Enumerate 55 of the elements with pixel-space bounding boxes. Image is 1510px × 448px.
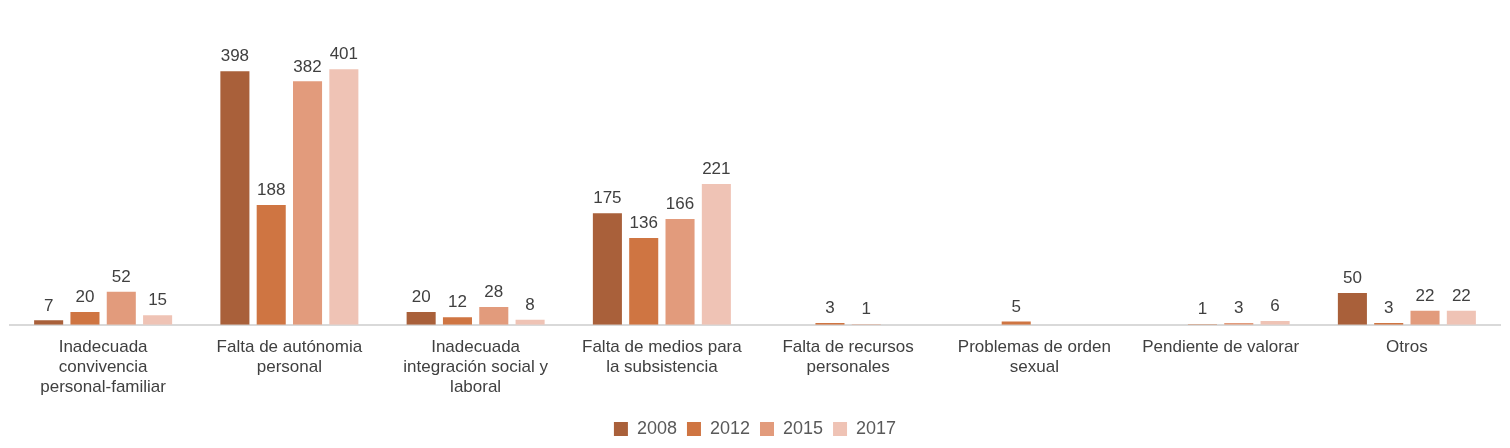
data-label: 166 [665, 194, 695, 214]
x-tick-label: Problemas de orden sexual [957, 336, 1111, 377]
data-label: 1 [861, 299, 872, 319]
bar [106, 291, 136, 325]
data-label: 1 [1197, 299, 1208, 319]
bar [329, 69, 359, 325]
data-label: 6 [1270, 296, 1280, 316]
bar [293, 81, 323, 325]
data-label: 20 [411, 287, 431, 307]
bar [70, 312, 100, 325]
data-label: 398 [220, 46, 250, 66]
data-label: 50 [1342, 268, 1362, 288]
data-label: 52 [111, 266, 131, 286]
data-label: 3 [1234, 298, 1244, 318]
x-tick-label: Inadecuada convivencia personal-familiar [40, 336, 167, 397]
data-label: 3 [1383, 298, 1394, 318]
data-label: 5 [1011, 296, 1021, 316]
x-tick-label: Inadecuada integración social y laboral [403, 336, 549, 397]
data-label: 188 [257, 180, 286, 200]
bar [1446, 310, 1476, 325]
data-label: 3 [825, 298, 835, 318]
bar [665, 219, 695, 325]
legend-label: 2017 [856, 417, 897, 438]
data-label: 175 [593, 188, 622, 208]
x-tick-label: Falta de autónomia personal [216, 336, 363, 377]
bar [406, 312, 436, 325]
data-label: 15 [148, 290, 168, 310]
bar [479, 306, 509, 325]
bar [220, 71, 250, 325]
data-label: 8 [525, 294, 535, 314]
legend-label: 2008 [636, 417, 677, 438]
bar [592, 213, 622, 325]
data-label: 136 [629, 213, 658, 233]
data-label: 22 [1415, 285, 1435, 305]
x-tick-label: Otros [1386, 336, 1428, 356]
bar [143, 315, 173, 325]
data-label: 401 [329, 44, 359, 64]
x-tick-label: Falta de recursos personales [782, 336, 914, 377]
data-label: 28 [484, 282, 504, 302]
data-label: 12 [448, 292, 467, 312]
data-label: 22 [1451, 285, 1471, 305]
legend-label: 2012 [709, 417, 750, 438]
x-tick-label: Falta de medios para la subsistencia [582, 336, 743, 377]
bar [1410, 310, 1440, 325]
bar [629, 238, 659, 325]
legend-label: 2015 [783, 417, 824, 438]
bar [1337, 292, 1367, 325]
bar [442, 317, 472, 325]
data-label: 7 [43, 295, 54, 315]
x-tick-label: Pendiente de valorar [1142, 336, 1300, 356]
data-label: 382 [293, 56, 322, 76]
data-label: 20 [75, 287, 95, 307]
bar [701, 183, 731, 325]
data-label: 221 [702, 159, 731, 179]
bar [256, 204, 286, 325]
